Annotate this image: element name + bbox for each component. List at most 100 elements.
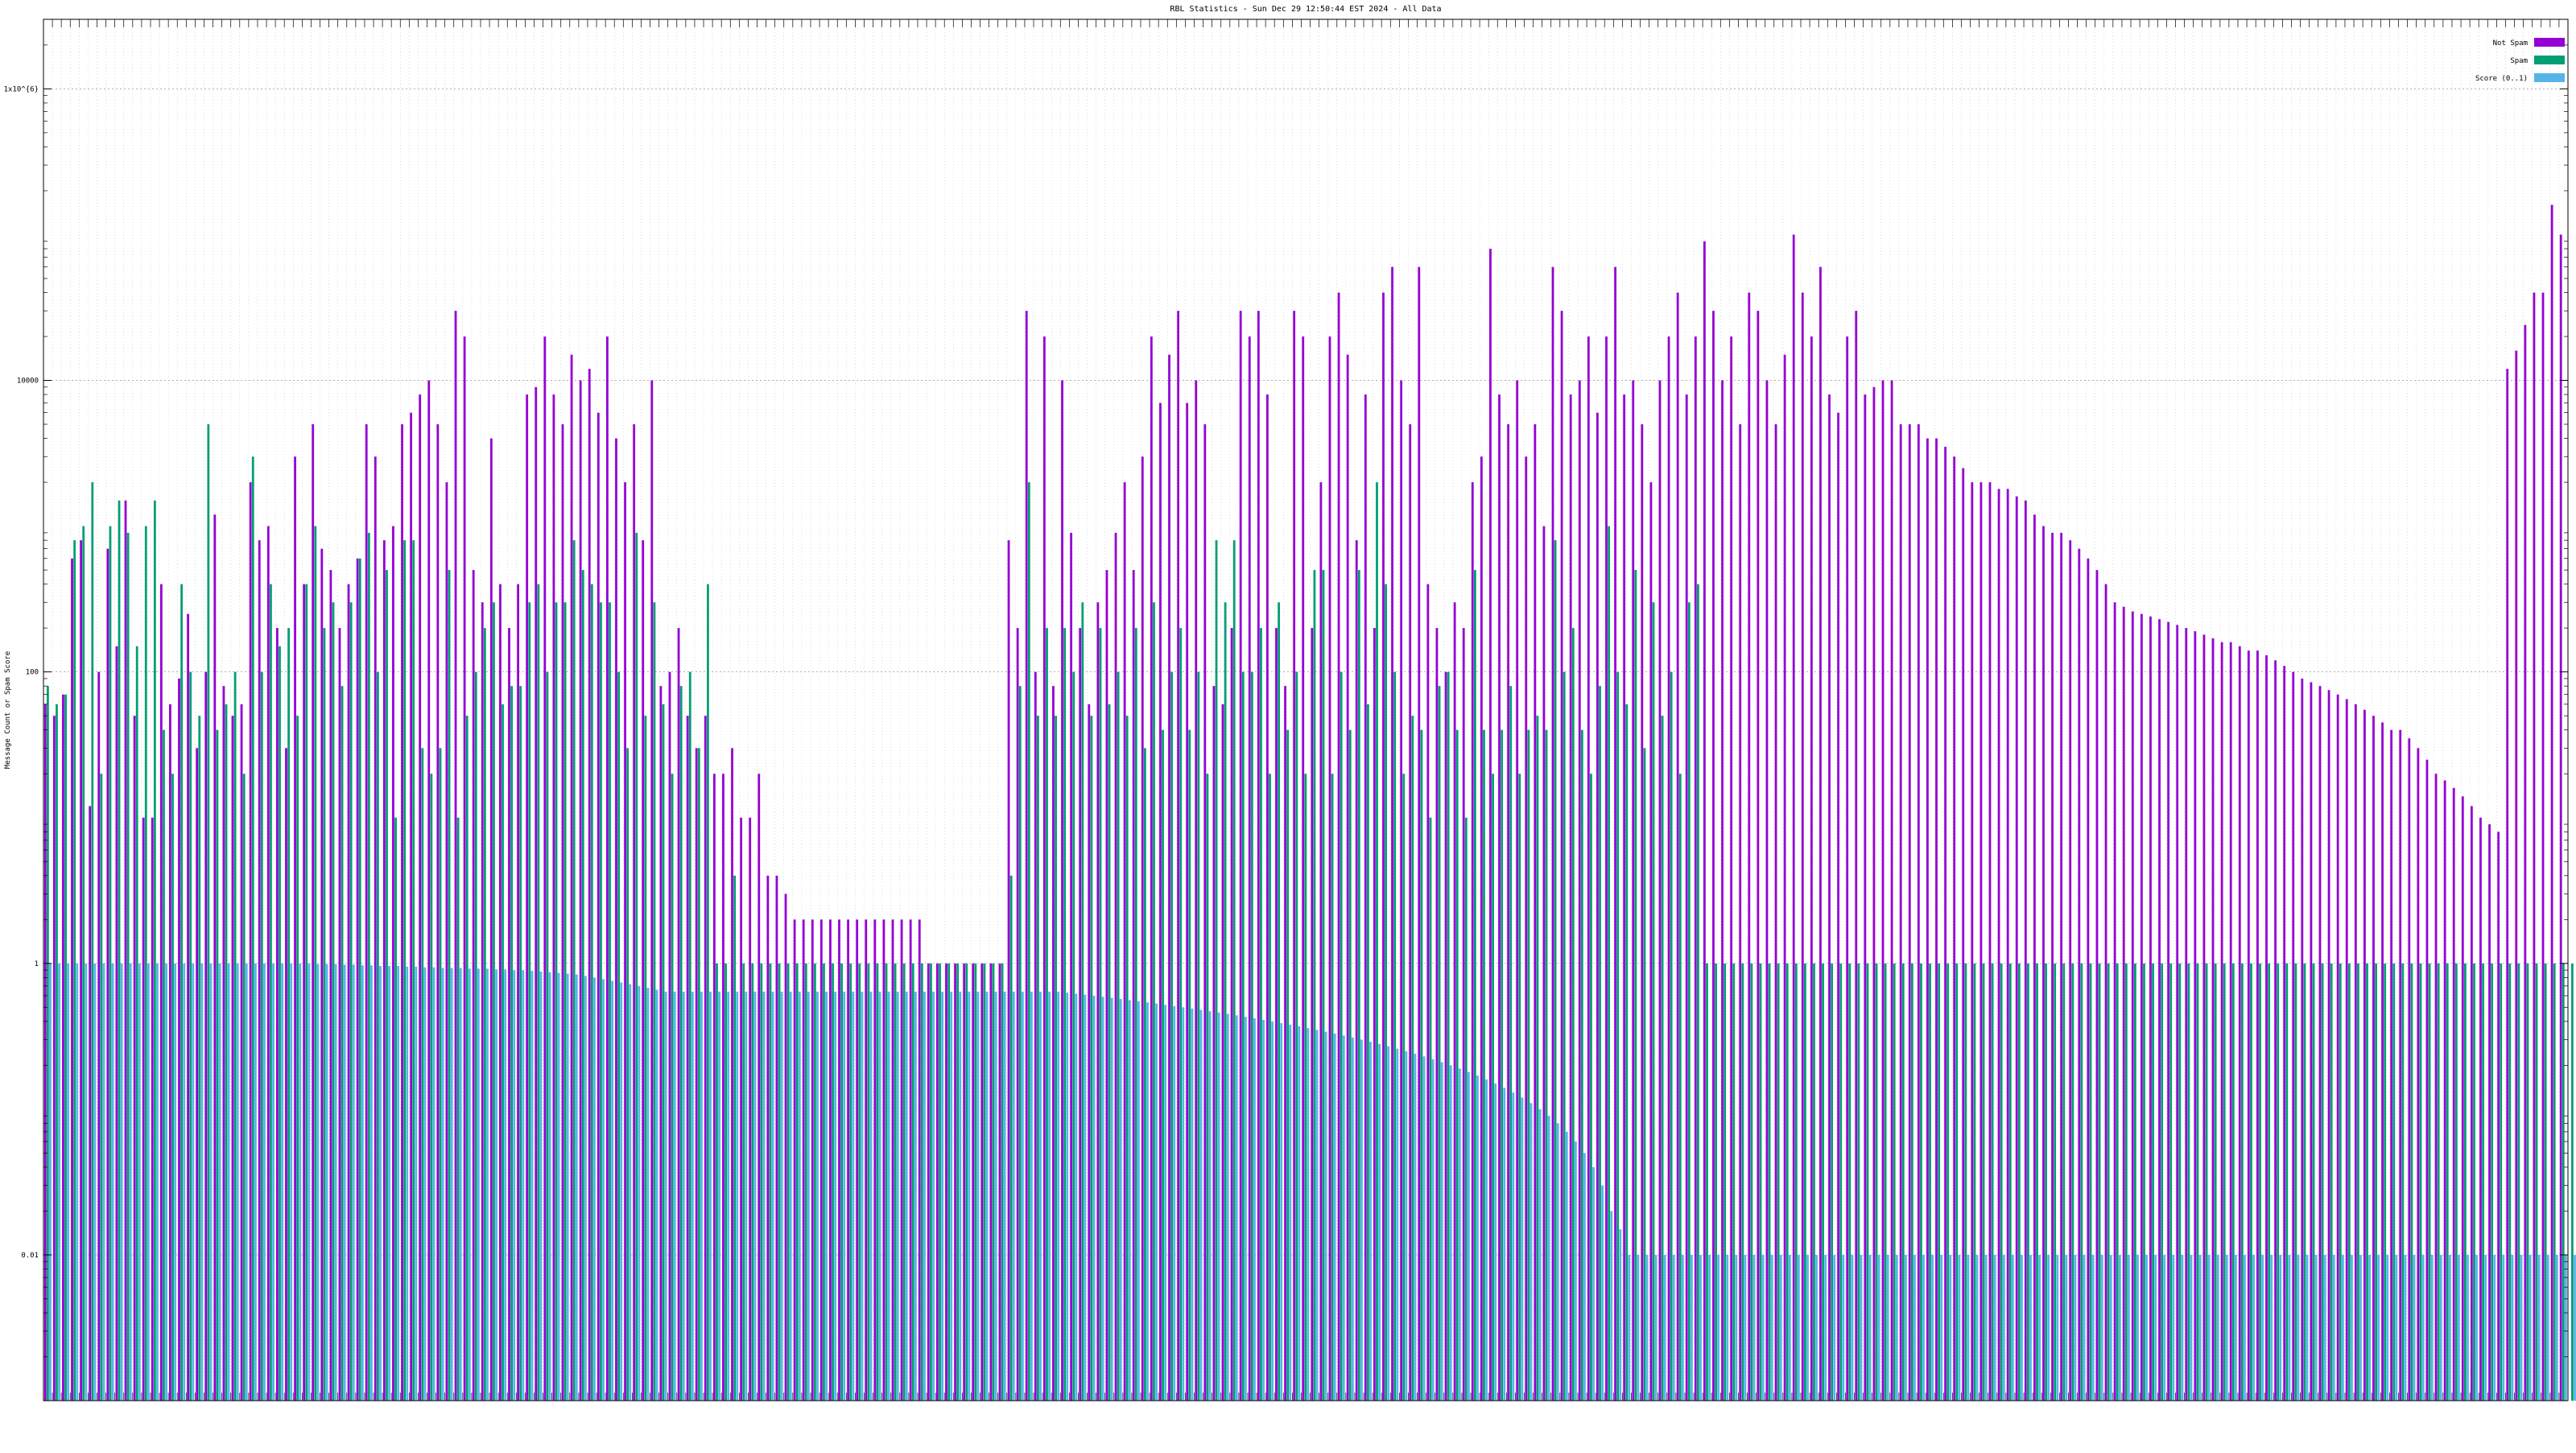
bar-spam-21 <box>233 671 237 1401</box>
bar-spam-273 <box>2482 963 2484 1401</box>
bar-score-0-1--80 <box>762 991 766 1401</box>
bar-not-spam-167 <box>1534 424 1537 1401</box>
bar-not-spam-95 <box>891 919 894 1401</box>
bar-spam-76 <box>724 963 727 1401</box>
bar-score-0-1--29 <box>308 963 311 1401</box>
bar-spam-208 <box>1901 963 1905 1401</box>
bar-spam-202 <box>1848 963 1852 1401</box>
bar-spam-196 <box>1794 963 1798 1401</box>
bar-score-0-1--42 <box>423 967 427 1401</box>
bar-not-spam-198 <box>1810 336 1813 1401</box>
bar-spam-24 <box>260 671 263 1401</box>
bar-score-0-1--265 <box>2413 1254 2416 1401</box>
bar-score-0-1--162 <box>1494 1083 1497 1401</box>
bar-score-0-1--143 <box>1324 1031 1327 1401</box>
bar-spam-172 <box>1580 729 1583 1401</box>
bar-score-0-1--48 <box>477 968 480 1401</box>
bar-not-spam-197 <box>1801 292 1804 1401</box>
bar-not-spam-66 <box>633 424 636 1401</box>
bar-spam-265 <box>2410 963 2413 1401</box>
bar-score-0-1--236 <box>2154 1254 2157 1401</box>
bar-spam-4 <box>82 526 85 1401</box>
bar-spam-266 <box>2419 963 2422 1401</box>
bar-score-0-1--49 <box>486 968 489 1401</box>
bar-spam-95 <box>894 963 897 1401</box>
bar-not-spam-217 <box>1979 482 1983 1401</box>
bar-score-0-1--56 <box>548 972 551 1401</box>
bar-spam-220 <box>2008 963 2012 1401</box>
legend-label: Score (0..1) <box>2475 75 2528 83</box>
legend-swatch <box>2534 73 2565 82</box>
bar-not-spam-247 <box>2247 650 2250 1401</box>
bar-spam-143 <box>1322 570 1325 1401</box>
bar-spam-228 <box>2080 963 2083 1401</box>
bar-score-0-1--101 <box>950 991 953 1401</box>
bar-score-0-1--191 <box>1752 1254 1756 1401</box>
bar-score-0-1--47 <box>468 968 471 1401</box>
bars-layer <box>43 204 2576 1401</box>
bar-score-0-1--276 <box>2511 1254 2514 1401</box>
bar-not-spam-253 <box>2301 678 2304 1401</box>
bar-spam-99 <box>930 963 932 1401</box>
bar-score-0-1--105 <box>985 991 989 1401</box>
bar-spam-87 <box>823 963 825 1401</box>
bar-not-spam-41 <box>410 412 413 1401</box>
bar-not-spam-178 <box>1632 380 1635 1401</box>
bar-spam-81 <box>769 963 772 1401</box>
bar-score-0-1--151 <box>1396 1048 1399 1401</box>
bar-score-0-1--273 <box>2484 1254 2487 1401</box>
bar-spam-255 <box>2321 963 2324 1401</box>
bar-score-0-1--138 <box>1280 1022 1283 1401</box>
bar-score-0-1--72 <box>691 991 694 1401</box>
bar-not-spam-13 <box>159 584 163 1401</box>
bar-score-0-1--225 <box>2056 1254 2059 1401</box>
bar-score-0-1--146 <box>1351 1037 1354 1401</box>
bar-score-0-1--0 <box>49 963 52 1401</box>
bar-not-spam-123 <box>1141 456 1144 1401</box>
bar-not-spam-241 <box>2194 631 2197 1401</box>
bar-score-0-1--38 <box>388 966 390 1401</box>
bar-spam-199 <box>1822 963 1824 1401</box>
bar-not-spam-168 <box>1542 526 1546 1401</box>
bar-score-0-1--158 <box>1458 1068 1461 1401</box>
bar-spam-277 <box>2517 963 2520 1401</box>
bar-spam-14 <box>171 774 174 1401</box>
bar-score-0-1--52 <box>513 970 516 1401</box>
bar-not-spam-55 <box>535 386 538 1401</box>
bar-spam-256 <box>2330 963 2333 1401</box>
bar-score-0-1--255 <box>2323 1254 2326 1401</box>
bar-score-0-1--168 <box>1547 1116 1550 1401</box>
bar-score-0-1--223 <box>2038 1254 2041 1401</box>
bar-not-spam-128 <box>1186 402 1189 1401</box>
bar-score-0-1--28 <box>299 963 302 1401</box>
bar-score-0-1--163 <box>1503 1088 1506 1401</box>
bar-spam-118 <box>1099 628 1102 1401</box>
bar-score-0-1--156 <box>1440 1062 1443 1401</box>
bar-not-spam-125 <box>1159 402 1162 1401</box>
bar-not-spam-133 <box>1230 628 1233 1401</box>
y-tick-label: 1 <box>35 960 39 968</box>
bar-score-0-1--14 <box>174 963 177 1401</box>
bar-spam-204 <box>1866 963 1869 1401</box>
bar-spam-133 <box>1232 540 1236 1401</box>
bar-spam-178 <box>1634 570 1637 1401</box>
bar-score-0-1--159 <box>1468 1071 1470 1401</box>
bar-not-spam-262 <box>2381 722 2384 1401</box>
bar-score-0-1--281 <box>2555 1254 2558 1401</box>
bar-score-0-1--44 <box>441 968 444 1401</box>
bar-not-spam-122 <box>1132 570 1135 1401</box>
bar-score-0-1--71 <box>682 991 685 1401</box>
bar-not-spam-87 <box>819 919 823 1401</box>
bar-not-spam-51 <box>499 584 502 1401</box>
bar-score-0-1--277 <box>2520 1254 2523 1401</box>
bar-score-0-1--211 <box>1931 1254 1934 1401</box>
bar-spam-271 <box>2464 963 2467 1401</box>
bar-not-spam-233 <box>2122 606 2125 1401</box>
bar-not-spam-213 <box>1944 447 1946 1401</box>
bar-spam-7 <box>109 526 112 1401</box>
bar-not-spam-50 <box>489 438 493 1401</box>
bar-spam-5 <box>91 482 94 1401</box>
bar-spam-8 <box>118 500 121 1401</box>
bar-score-0-1--21 <box>236 963 239 1401</box>
bar-not-spam-99 <box>927 963 930 1401</box>
